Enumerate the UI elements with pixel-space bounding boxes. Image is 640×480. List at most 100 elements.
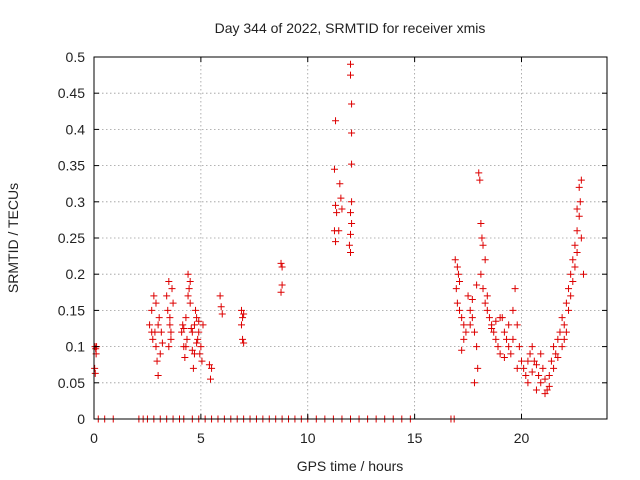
data-point <box>573 227 581 235</box>
data-point <box>237 306 245 314</box>
data-point <box>199 321 207 329</box>
y-axis-label: SRMTID / TECUs <box>5 183 21 293</box>
data-point <box>347 230 354 238</box>
y-tick-label: 0.5 <box>66 49 86 65</box>
data-point <box>483 306 491 314</box>
data-point <box>492 335 500 343</box>
x-tick-label: 15 <box>407 430 423 446</box>
data-point <box>562 299 570 307</box>
y-tick-label: 0.2 <box>66 266 86 282</box>
data-point <box>492 317 500 325</box>
data-point <box>550 364 558 372</box>
data-point <box>184 270 192 278</box>
data-point <box>466 321 474 329</box>
data-point <box>347 60 354 68</box>
data-point <box>332 238 340 246</box>
data-point <box>490 328 498 336</box>
data-point <box>338 205 346 213</box>
data-point <box>530 357 538 365</box>
data-point <box>545 382 553 390</box>
data-point <box>470 379 478 387</box>
data-point <box>277 288 285 296</box>
data-point <box>345 241 353 249</box>
data-point <box>332 117 340 125</box>
data-point <box>571 263 579 271</box>
data-point <box>571 241 579 249</box>
data-point <box>335 227 343 235</box>
data-point <box>541 375 549 383</box>
data-point <box>577 234 585 242</box>
data-point <box>477 220 485 228</box>
data-point <box>348 198 356 206</box>
x-axis-label: GPS time / hours <box>297 458 404 474</box>
data-point <box>569 277 577 285</box>
data-point <box>560 335 568 343</box>
data-point <box>509 335 517 343</box>
data-point <box>158 339 166 347</box>
data-point <box>190 321 198 329</box>
data-point <box>205 361 213 369</box>
data-point <box>216 292 224 300</box>
data-point <box>180 325 188 332</box>
data-point <box>466 306 474 314</box>
data-point <box>186 299 194 307</box>
y-tick-label: 0 <box>77 411 85 427</box>
data-point <box>153 357 161 365</box>
y-tick-label: 0.3 <box>66 194 86 210</box>
data-point <box>494 343 502 351</box>
data-point <box>462 328 470 336</box>
data-point <box>91 369 99 377</box>
data-point <box>278 263 286 271</box>
data-point <box>188 328 196 336</box>
data-point <box>185 285 193 293</box>
data-point <box>217 303 225 311</box>
data-point <box>451 256 459 264</box>
data-point <box>169 299 177 307</box>
x-tick-label: 10 <box>300 430 316 446</box>
data-point <box>337 194 345 202</box>
data-point <box>167 335 175 343</box>
data-point <box>239 335 247 343</box>
data-point <box>187 325 195 332</box>
data-point <box>194 335 202 343</box>
data-point <box>336 180 344 188</box>
data-point <box>165 343 173 351</box>
data-point <box>509 306 517 314</box>
data-point <box>148 306 156 314</box>
data-point <box>453 299 461 307</box>
data-point <box>507 350 515 358</box>
y-tick-label: 0.4 <box>66 121 86 137</box>
data-point <box>488 325 496 332</box>
data-point <box>454 270 462 278</box>
data-point <box>481 256 489 264</box>
data-point <box>464 292 472 300</box>
data-point <box>157 328 165 336</box>
data-point <box>192 306 200 314</box>
data-point <box>565 306 573 314</box>
data-point <box>573 205 581 213</box>
data-point <box>522 372 530 380</box>
data-point <box>195 328 203 336</box>
data-point <box>554 353 562 361</box>
data-point <box>168 285 176 293</box>
data-point <box>458 346 466 354</box>
data-point <box>453 263 461 271</box>
data-point <box>575 183 583 191</box>
data-point <box>539 364 547 372</box>
data-point <box>456 306 464 314</box>
y-tick-label: 0.05 <box>58 375 85 391</box>
data-point <box>560 321 568 329</box>
data-point <box>496 350 504 358</box>
data-point <box>183 335 191 343</box>
data-point <box>184 292 192 300</box>
data-point <box>189 364 197 372</box>
data-point <box>193 339 201 347</box>
data-point <box>452 285 460 293</box>
data-point <box>146 321 154 329</box>
data-point <box>475 169 483 177</box>
x-tick-label: 20 <box>514 430 530 446</box>
data-point <box>278 281 286 289</box>
data-point <box>500 353 508 361</box>
data-point <box>477 270 485 278</box>
